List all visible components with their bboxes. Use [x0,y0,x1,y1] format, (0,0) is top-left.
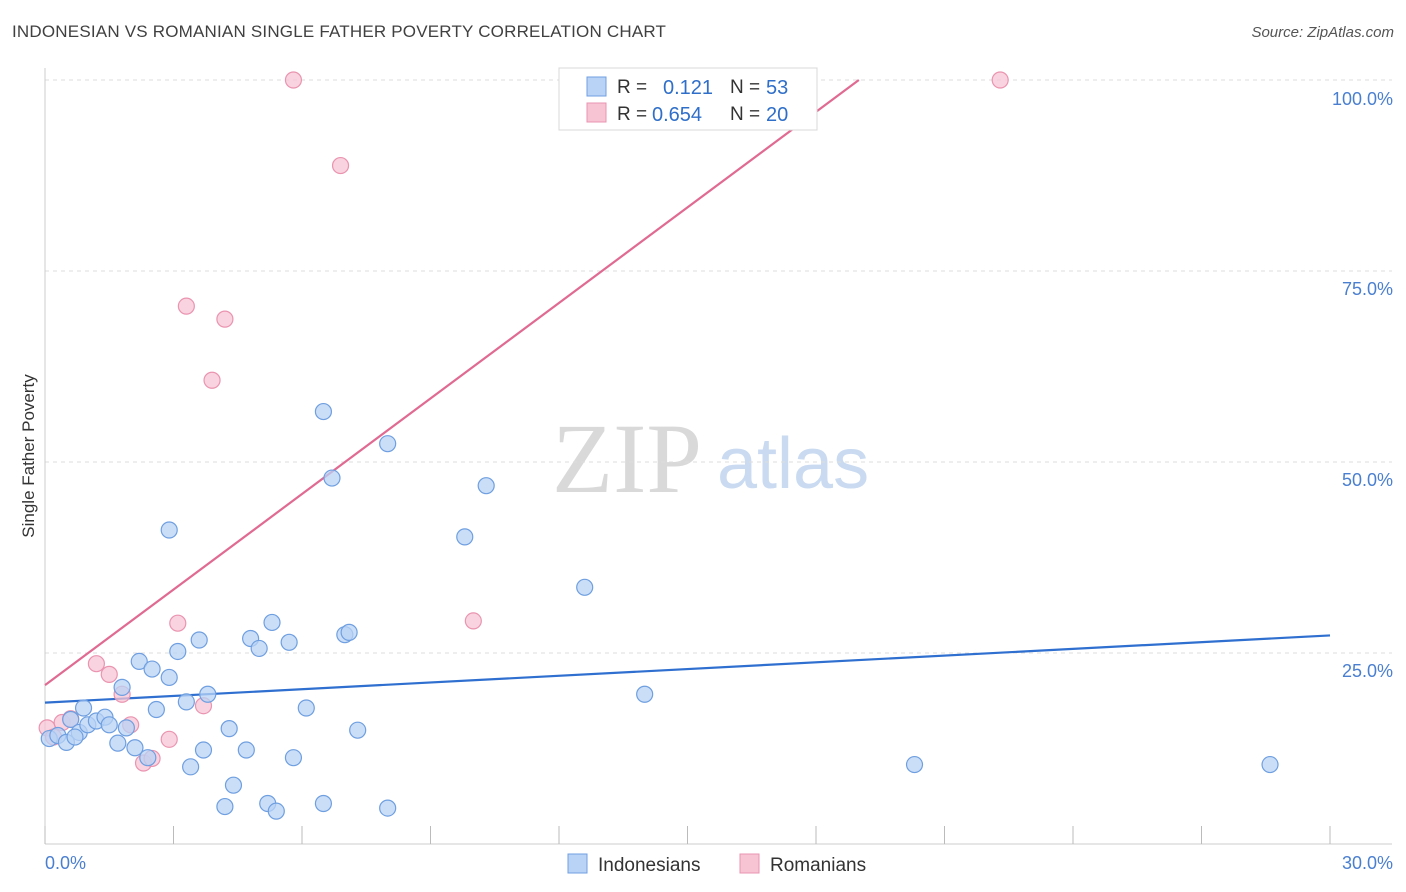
stats-legend-r-value-indonesians: 0.121 [663,77,713,99]
data-point-romanians [160,730,178,748]
data-point-indonesians [182,758,200,776]
series-indonesians [40,402,1279,820]
data-point-indonesians [477,477,495,495]
x-axis-ticks [44,826,1331,844]
data-point-indonesians [160,521,178,539]
data-point-indonesians [66,728,84,746]
data-point-indonesians [349,721,367,739]
data-point-indonesians [314,794,333,813]
stats-legend-r-value-romanians: 0.654 [652,104,702,126]
data-point-indonesians [62,710,80,729]
data-point-indonesians [117,719,135,737]
data-point-indonesians [109,734,127,752]
data-point-romanians [284,71,303,89]
watermark-atlas: atlas [717,424,869,504]
data-point-indonesians [139,749,157,767]
data-point-indonesians [636,685,654,703]
y-tick-labels: 100.0% 75.0% 50.0% 25.0% [1332,89,1393,681]
watermark-zip: ZIP [552,403,702,514]
data-point-indonesians [199,685,217,703]
stats-legend-n-value-romanians: 20 [766,104,788,126]
chart-title: INDONESIAN VS ROMANIAN SINGLE FATHER POV… [12,22,667,41]
legend-swatch-indonesians [567,853,588,874]
legend-swatch-romanians [739,853,760,874]
data-point-indonesians [169,642,187,661]
x-tick-label-min: 0.0% [45,853,86,873]
data-point-indonesians [220,720,238,738]
data-point-indonesians [280,633,298,651]
legend-label-indonesians: Indonesians [598,855,700,876]
data-point-romanians [177,297,195,315]
data-point-indonesians [126,739,144,757]
legend-label-romanians: Romanians [770,855,866,876]
watermark: ZIP atlas [552,403,869,514]
data-point-indonesians [147,700,165,719]
data-point-indonesians [130,652,148,671]
y-tick-label-25: 25.0% [1342,661,1393,681]
data-point-indonesians [194,741,213,759]
stats-legend-swatch-romanians [586,102,607,123]
data-point-romanians [203,371,221,389]
x-tick-labels: 0.0% 30.0% [45,853,1393,873]
stats-legend-r-label-romanians: R = [617,104,647,125]
data-point-indonesians [340,623,358,641]
y-tick-label-75: 75.0% [1342,279,1393,299]
data-point-indonesians [576,578,594,596]
data-point-indonesians [224,776,243,794]
x-tick-label-max: 30.0% [1342,853,1393,873]
data-point-indonesians [100,716,118,734]
stats-legend-r-label-indonesians: R = [617,77,647,98]
stats-legend: R = 0.121 N = 53 R = 0.654 N = 20 [558,67,818,131]
data-point-indonesians [1261,755,1279,774]
data-point-indonesians [323,469,341,487]
data-point-indonesians [216,797,234,816]
data-point-indonesians [905,755,924,774]
y-tick-label-50: 50.0% [1342,470,1393,490]
trend-line-romanians [44,79,860,686]
data-point-indonesians [160,668,178,687]
trend-lines [44,79,1331,704]
data-point-indonesians [267,802,285,820]
data-point-indonesians [263,613,281,632]
y-tick-label-100: 100.0% [1332,89,1393,109]
data-point-indonesians [456,528,474,546]
trend-line-indonesians [44,634,1331,704]
stats-legend-swatch-indonesians [586,76,607,97]
data-point-romanians [87,655,106,673]
data-point-indonesians [284,749,303,767]
series-romanians [38,71,1009,772]
data-point-romanians [216,310,234,328]
data-point-indonesians [190,631,208,649]
data-point-romanians [991,71,1009,89]
data-point-indonesians [74,699,93,717]
stats-legend-n-value-indonesians: 53 [766,77,788,99]
gridlines [45,79,1392,654]
data-point-indonesians [379,435,397,453]
data-point-romanians [331,156,350,175]
data-point-indonesians [177,693,195,711]
y-axis-title: Single Father Poverty [19,374,38,538]
data-point-romanians [100,665,118,683]
axes [44,68,1392,845]
data-point-indonesians [379,799,397,817]
stats-legend-n-label-indonesians: N = [730,77,760,98]
data-point-indonesians [297,699,315,717]
bottom-legend: Indonesians Romanians [567,853,866,876]
data-point-indonesians [113,678,131,696]
data-point-romanians [464,612,482,630]
data-point-indonesians [237,741,255,759]
stats-legend-n-label-romanians: N = [730,104,760,125]
data-point-indonesians [314,402,333,421]
chart-source: Source: ZipAtlas.com [1251,24,1394,41]
data-point-romanians [169,614,187,632]
data-point-indonesians [250,639,268,658]
data-point-indonesians [143,660,161,678]
